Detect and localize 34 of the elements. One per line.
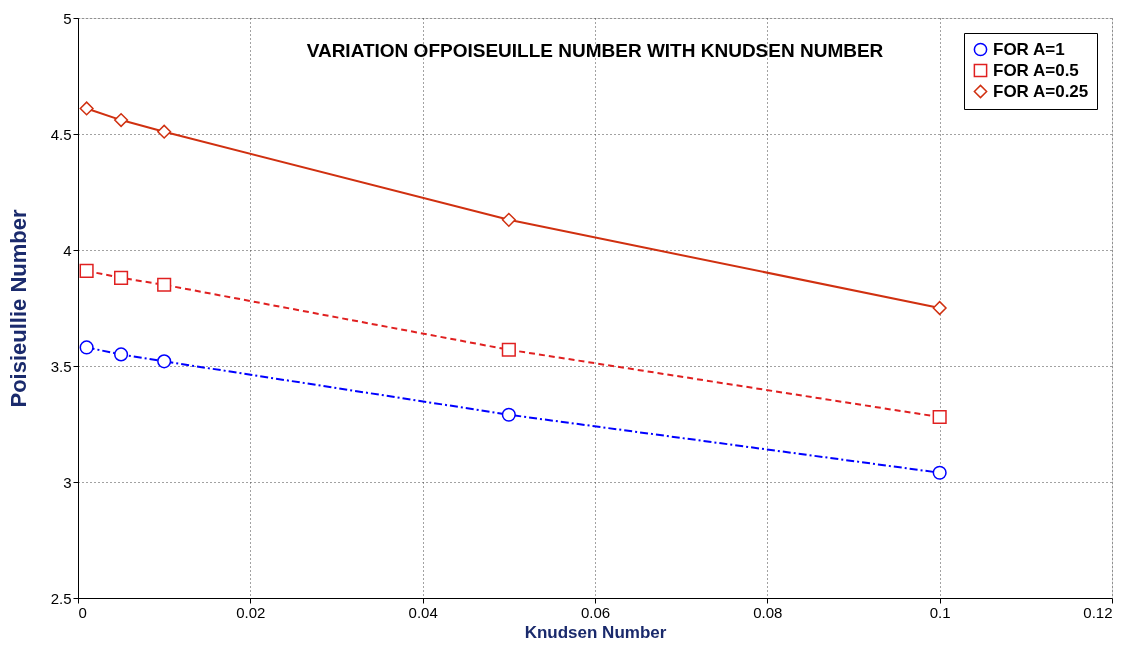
point [501,212,516,227]
point [79,101,94,116]
point [157,124,172,139]
point [157,354,172,369]
x-tick-label: 0.04 [408,603,438,621]
y-tick-label: 4.5 [50,125,72,143]
y-tick-label: 3.5 [50,357,72,375]
point [932,300,947,316]
x-tick-label: 0 [78,603,87,621]
x-tick-label: 0.02 [236,603,266,621]
y-tick-label: 4 [63,241,72,259]
point [79,263,94,278]
x-tick-label: 0.06 [580,603,611,621]
y-tick-label: 5 [63,9,72,27]
y-tick-label: 3 [63,473,72,491]
x-axis-title: Knudsen Number [524,622,667,642]
point [932,409,947,425]
y-tick-label: 2.5 [50,589,72,607]
x-tick-label: 0.08 [753,603,783,621]
point [114,270,129,285]
x-tick-label: 0.12 [1083,603,1113,621]
point [157,277,172,292]
point [114,113,129,128]
point [501,407,516,422]
point [79,340,94,355]
y-axis-title: Poisieullie Number [5,209,31,408]
legend-label: FOR A=0.25 [993,81,1089,101]
text: VARIATION OFPOISEUILLE NUMBER WITH KNUDSEN NUMBER [306,40,884,61]
point [932,465,947,480]
point [114,347,129,362]
legend-label: FOR A=0.5 [993,60,1079,80]
point [501,342,516,357]
legend-label: FOR A=1 [993,39,1065,59]
x-tick-label: 0.1 [929,603,951,621]
